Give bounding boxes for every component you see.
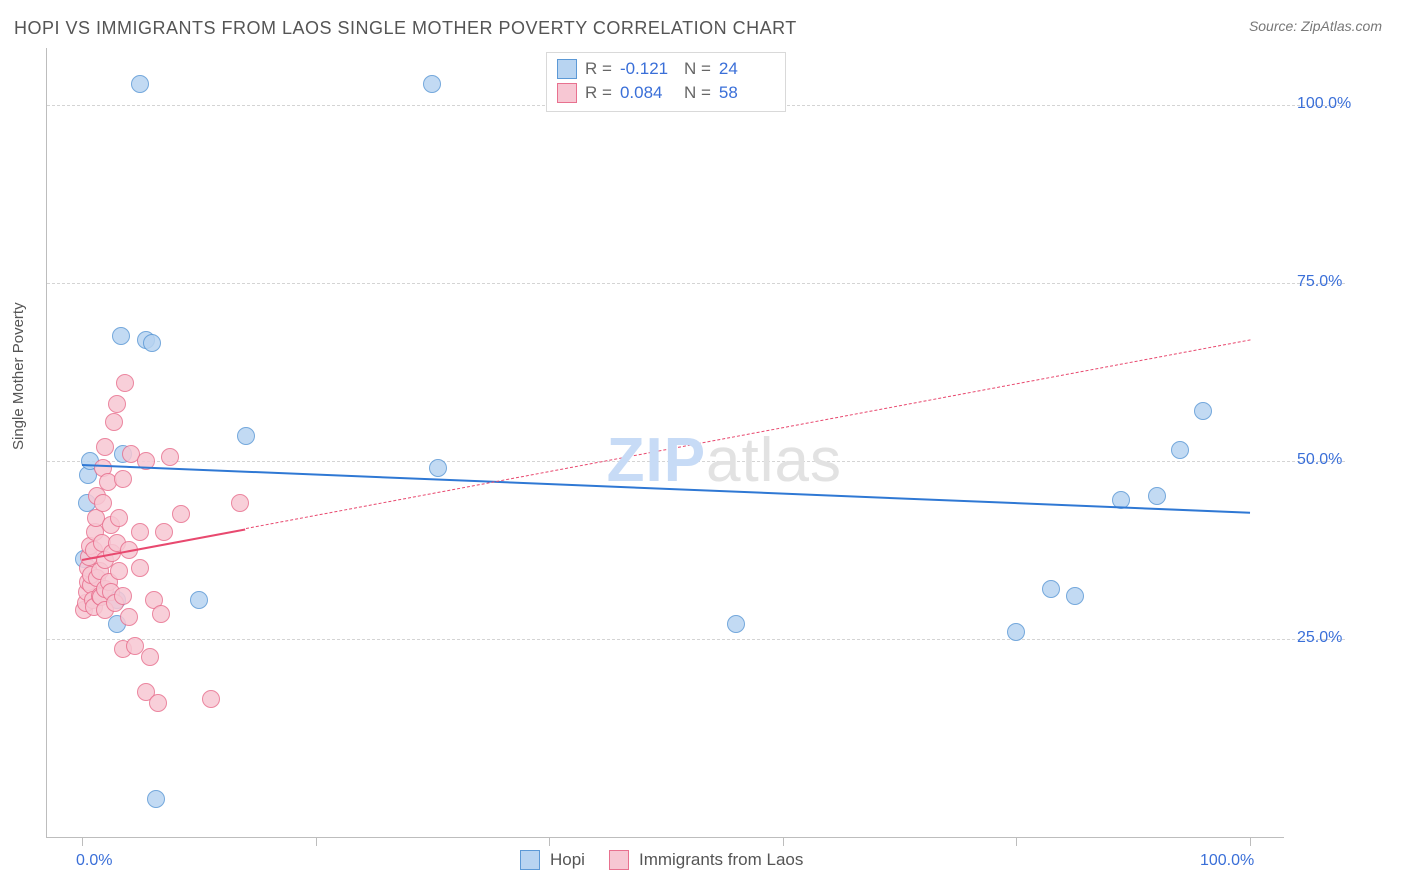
- data-point-hopi: [423, 75, 441, 93]
- legend-n-label: N =: [684, 57, 711, 81]
- data-point-hopi: [143, 334, 161, 352]
- legend-n-label: N =: [684, 81, 711, 105]
- y-tick-label: 25.0%: [1297, 629, 1342, 647]
- legend-n-value: 58: [719, 81, 775, 105]
- data-point-laos: [161, 448, 179, 466]
- x-tick: [1250, 838, 1251, 846]
- data-point-laos: [131, 559, 149, 577]
- x-tick: [82, 838, 83, 846]
- gridline: [47, 461, 1345, 462]
- data-point-laos: [152, 605, 170, 623]
- y-axis-label: Single Mother Poverty: [10, 302, 27, 450]
- data-point-laos: [114, 470, 132, 488]
- x-tick-label: 0.0%: [76, 852, 112, 870]
- data-point-hopi: [1042, 580, 1060, 598]
- legend-n-value: 24: [719, 57, 775, 81]
- x-tick: [549, 838, 550, 846]
- gridline: [47, 283, 1345, 284]
- legend-swatch-laos: [609, 850, 629, 870]
- gridline: [47, 639, 1345, 640]
- data-point-hopi: [1171, 441, 1189, 459]
- legend-swatch: [557, 59, 577, 79]
- x-tick: [316, 838, 317, 846]
- trend-line-extrapolated: [245, 340, 1250, 530]
- legend-r-label: R =: [585, 81, 612, 105]
- data-point-laos: [108, 395, 126, 413]
- legend-row-laos: R = 0.084 N = 58: [557, 81, 775, 105]
- data-point-hopi: [147, 790, 165, 808]
- data-point-laos: [141, 648, 159, 666]
- legend-label-hopi: Hopi: [550, 850, 585, 870]
- legend-swatch: [557, 83, 577, 103]
- y-tick-label: 100.0%: [1297, 95, 1351, 113]
- data-point-laos: [131, 523, 149, 541]
- data-point-hopi: [1194, 402, 1212, 420]
- y-tick-label: 50.0%: [1297, 451, 1342, 469]
- data-point-laos: [114, 587, 132, 605]
- data-point-laos: [110, 562, 128, 580]
- data-point-laos: [149, 694, 167, 712]
- source-label: Source: ZipAtlas.com: [1249, 18, 1382, 34]
- data-point-laos: [96, 438, 114, 456]
- data-point-laos: [105, 413, 123, 431]
- data-point-laos: [155, 523, 173, 541]
- legend-r-label: R =: [585, 57, 612, 81]
- correlation-legend: R = -0.121 N = 24 R = 0.084 N = 58: [546, 52, 786, 112]
- data-point-hopi: [190, 591, 208, 609]
- trend-line: [82, 464, 1250, 514]
- legend-r-value: -0.121: [620, 57, 676, 81]
- data-point-laos: [110, 509, 128, 527]
- data-point-hopi: [237, 427, 255, 445]
- x-tick: [783, 838, 784, 846]
- data-point-laos: [120, 608, 138, 626]
- data-point-hopi: [727, 615, 745, 633]
- data-point-hopi: [1007, 623, 1025, 641]
- data-point-hopi: [429, 459, 447, 477]
- legend-label-laos: Immigrants from Laos: [639, 850, 803, 870]
- scatter-plot: 25.0%50.0%75.0%100.0%0.0%100.0%: [46, 48, 1284, 838]
- legend-row-hopi: R = -0.121 N = 24: [557, 57, 775, 81]
- chart-title: HOPI VS IMMIGRANTS FROM LAOS SINGLE MOTH…: [14, 18, 797, 39]
- data-point-laos: [231, 494, 249, 512]
- x-tick-label: 100.0%: [1200, 852, 1254, 870]
- y-tick-label: 75.0%: [1297, 273, 1342, 291]
- data-point-hopi: [1066, 587, 1084, 605]
- data-point-laos: [202, 690, 220, 708]
- series-legend: Hopi Immigrants from Laos: [520, 850, 817, 870]
- data-point-hopi: [1148, 487, 1166, 505]
- data-point-hopi: [131, 75, 149, 93]
- legend-r-value: 0.084: [620, 81, 676, 105]
- data-point-laos: [94, 494, 112, 512]
- data-point-laos: [116, 374, 134, 392]
- legend-swatch-hopi: [520, 850, 540, 870]
- data-point-hopi: [112, 327, 130, 345]
- data-point-laos: [172, 505, 190, 523]
- x-tick: [1016, 838, 1017, 846]
